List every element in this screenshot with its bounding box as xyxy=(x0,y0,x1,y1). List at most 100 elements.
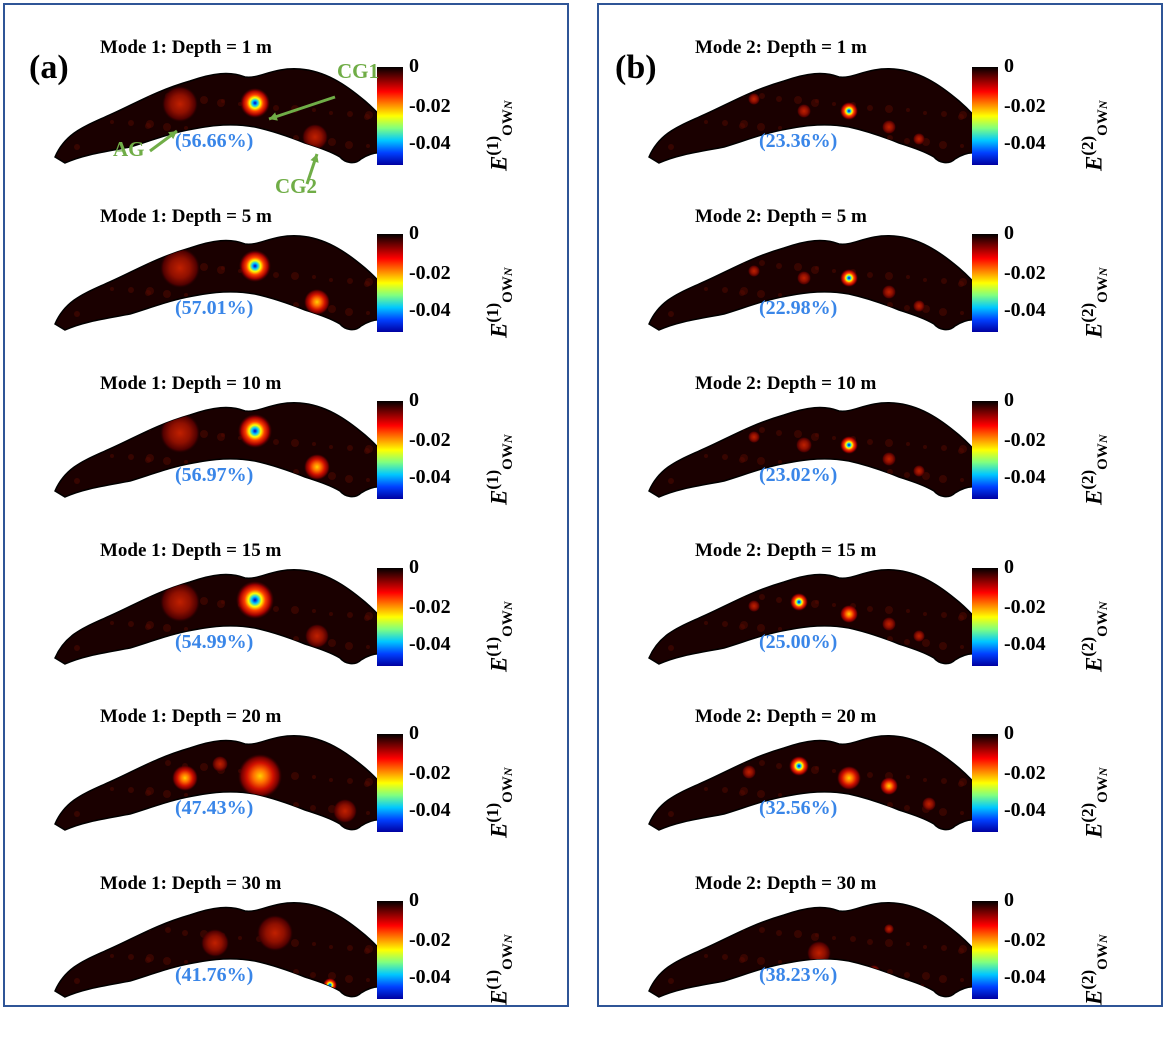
colorbar-label-sub-index: N xyxy=(1096,934,1111,944)
speckle xyxy=(184,960,188,964)
speckle xyxy=(110,454,114,458)
speckle xyxy=(110,954,114,958)
speckle xyxy=(110,787,114,791)
speckle xyxy=(365,445,373,453)
speckle xyxy=(364,948,370,954)
colorbar-label-sub-index: N xyxy=(501,767,516,777)
colorbar-label-sub-text: OW xyxy=(1095,109,1112,136)
speckle xyxy=(906,275,910,279)
speckle xyxy=(704,621,708,625)
map-title: Mode 2: Depth = 20 m xyxy=(695,706,877,727)
speckle xyxy=(217,99,225,107)
speckle xyxy=(939,808,947,816)
speckle xyxy=(275,135,279,139)
speckle xyxy=(238,936,242,940)
speckle xyxy=(959,778,967,786)
speckle xyxy=(328,639,336,647)
speckle xyxy=(364,781,370,787)
speckle xyxy=(685,87,691,93)
speckle xyxy=(794,930,802,938)
sea-area-map xyxy=(54,569,401,665)
colorbar-label-sup: (2) xyxy=(1078,469,1097,490)
speckle xyxy=(200,597,208,605)
speckle xyxy=(960,645,964,649)
speckle xyxy=(922,972,930,980)
speckle xyxy=(128,621,134,627)
speckle xyxy=(685,421,691,427)
hotspot xyxy=(882,452,896,466)
speckle xyxy=(906,442,910,446)
colorbar-label-sub: OWN xyxy=(500,100,516,135)
speckle xyxy=(365,612,373,620)
sea-area-map xyxy=(648,902,995,998)
speckle xyxy=(960,311,964,315)
colorbar-label-sub-index: N xyxy=(501,601,516,611)
hotspot xyxy=(913,630,925,642)
speckle xyxy=(345,642,353,650)
speckle xyxy=(720,924,728,932)
speckle xyxy=(72,448,80,456)
speckle xyxy=(291,939,299,947)
speckle xyxy=(109,254,117,262)
annotation-arrow xyxy=(268,95,336,121)
depth-map-1: Mode 2: Depth = 1 m (23.36%) 0 -0.02 -0.04 E(… xyxy=(599,37,1164,203)
speckle xyxy=(794,263,802,271)
speckle xyxy=(130,924,134,928)
colorbar-label-base: E xyxy=(486,822,512,838)
speckle xyxy=(776,930,782,936)
speckle xyxy=(759,93,765,99)
speckle xyxy=(941,778,947,784)
hotspot xyxy=(742,765,756,779)
hotspot xyxy=(160,248,200,288)
explained-variance-percent: (56.66%) xyxy=(175,130,254,152)
explained-variance-percent: (41.76%) xyxy=(175,964,254,986)
speckle xyxy=(126,257,134,265)
annotation-label: CG2 xyxy=(275,174,317,198)
speckle xyxy=(904,805,910,811)
speckle xyxy=(885,105,893,113)
colorbar xyxy=(377,568,403,666)
speckle xyxy=(941,111,947,117)
sea-area-map xyxy=(54,902,401,998)
speckle xyxy=(72,615,80,623)
colorbar-tick-label: -0.04 xyxy=(409,299,451,321)
speckle xyxy=(200,96,208,104)
explained-variance-percent: (23.02%) xyxy=(759,464,838,486)
colorbar-label-base: E xyxy=(1081,489,1107,505)
depth-map-2: Mode 1: Depth = 5 m (57.01%) 0 -0.02 -0.04 E(… xyxy=(5,204,571,370)
speckle xyxy=(811,600,819,608)
colorbar-tick-label: -0.02 xyxy=(409,429,451,451)
speckle xyxy=(366,645,370,649)
speckle xyxy=(329,778,333,782)
hotspot xyxy=(882,120,896,134)
speckle xyxy=(329,612,333,616)
colorbar-label-sub-index: N xyxy=(501,100,516,110)
speckle xyxy=(832,269,836,273)
speckle xyxy=(867,105,873,111)
speckle xyxy=(364,114,370,120)
hotspot xyxy=(840,102,858,120)
colorbar-label-sub: OWN xyxy=(500,767,516,802)
speckle xyxy=(740,287,748,295)
speckle xyxy=(906,108,910,112)
speckle xyxy=(959,445,967,453)
hotspot xyxy=(748,431,760,443)
speckle xyxy=(939,975,947,983)
colorbar-label-sub-index: N xyxy=(501,934,516,944)
hotspot xyxy=(797,271,811,285)
speckle xyxy=(724,424,728,428)
depth-map-5: Mode 2: Depth = 20 m (32.56%) 0 -0.02 -0.04 E… xyxy=(599,704,1164,870)
speckle xyxy=(959,111,967,119)
speckle xyxy=(163,290,171,298)
speckle xyxy=(366,311,370,315)
speckle xyxy=(364,281,370,287)
speckle xyxy=(163,457,171,465)
hotspot xyxy=(257,915,293,951)
speckle xyxy=(759,260,765,266)
colorbar-tick-label: 0 xyxy=(409,722,419,744)
speckle xyxy=(923,278,927,282)
colorbar-label-sub-index: N xyxy=(1096,100,1111,110)
speckle xyxy=(704,787,708,791)
speckle xyxy=(923,945,927,949)
hotspot xyxy=(748,600,760,612)
